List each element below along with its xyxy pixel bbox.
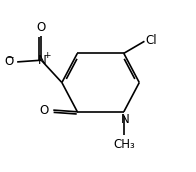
Text: CH₃: CH₃ (113, 138, 135, 152)
Text: +: + (43, 51, 50, 60)
Text: O: O (40, 104, 49, 117)
Text: N: N (121, 113, 130, 126)
Text: Cl: Cl (145, 34, 157, 47)
Text: N: N (38, 54, 46, 67)
Text: −: − (6, 53, 14, 62)
Text: O: O (5, 55, 14, 68)
Text: O: O (37, 20, 46, 34)
